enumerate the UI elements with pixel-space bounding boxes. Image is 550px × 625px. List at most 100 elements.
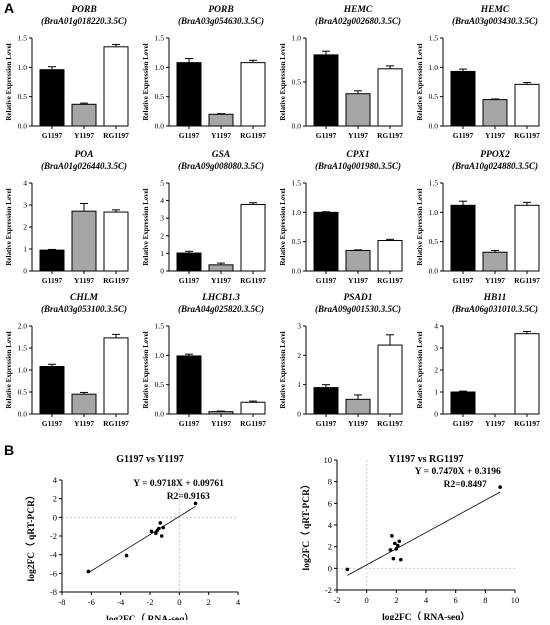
- x-tick-label: -2: [333, 595, 340, 605]
- y-tick-label: 1.0: [18, 63, 28, 72]
- bar-chart-title: PPOX2: [480, 150, 510, 160]
- y-tick-label: 0.5: [155, 92, 165, 101]
- y-tick-label: 0: [328, 563, 332, 573]
- x-tick-label: Y1197: [74, 131, 94, 140]
- bar-y1197: [71, 210, 97, 272]
- y-tick-label: 0.0: [292, 122, 302, 131]
- bar-y1197: [345, 93, 371, 127]
- y-tick-label: 0.5: [18, 92, 28, 101]
- x-tick-label: RG1197: [377, 419, 403, 428]
- x-tick-label: 10: [511, 595, 520, 605]
- bar-chart-subtitle: (BraA01g026440.3.5C): [41, 161, 127, 171]
- y-tick-label: 2: [328, 542, 332, 552]
- bar-g1197: [313, 54, 339, 127]
- bar-chart-subtitle: (BraA03g053100.3.5C): [41, 304, 127, 314]
- bar-y1197: [71, 393, 97, 415]
- y-tick-label: 0.5: [292, 237, 302, 246]
- y-tick-label: 0.0: [429, 267, 439, 276]
- bar-chart-subtitle: (BraA09g001530.3.5C): [315, 304, 401, 314]
- bar-g1197: [450, 204, 476, 272]
- y-axis-label: Relative Expression Level: [142, 331, 150, 408]
- y-tick-label: 8: [328, 477, 332, 487]
- bar-chart-10: LHCB1.3(BraA04g025820.3.5C) 0.0 0.5 1.0 1.5 R…: [142, 293, 266, 428]
- x-tick-label: G1197: [179, 276, 200, 285]
- x-tick-label: RG1197: [240, 131, 266, 140]
- x-tick-label: Y1197: [211, 276, 231, 285]
- y-tick-label: 3: [160, 214, 164, 223]
- x-tick-label: Y1197: [74, 419, 94, 428]
- y-axis-label: Relative Expression Level: [416, 331, 424, 408]
- bar-chart-title: CHLM: [70, 293, 99, 303]
- y-tick-label: -6: [50, 568, 57, 578]
- bar-g1197: [39, 69, 65, 127]
- y-tick-label: 0.5: [429, 92, 439, 101]
- bar-rg1197: [240, 62, 266, 127]
- x-tick-label: Y1197: [485, 276, 505, 285]
- x-tick-label: Y1197: [348, 131, 368, 140]
- y-tick-label: 0.0: [155, 122, 165, 131]
- bar-chart-subtitle: (BraA02g002680.3.5C): [315, 16, 401, 26]
- x-tick-label: RG1197: [514, 131, 540, 140]
- y-tick-label: 1.5: [18, 34, 28, 43]
- bar-chart-9: CHLM(BraA03g053100.3.5C) 0.0 0.5 1.0 1.5 2.0 R…: [5, 293, 129, 428]
- y-axis-label: Relative Expression Level: [279, 331, 287, 408]
- y-tick-label: 3: [297, 322, 301, 331]
- bar-y1197: [345, 398, 371, 415]
- y-tick-label: 1: [434, 388, 438, 397]
- x-tick-label: RG1197: [514, 419, 540, 428]
- bar-chart-subtitle: (BraA09g008080.3.5C): [178, 161, 264, 171]
- y-tick-label: 4: [53, 475, 58, 485]
- bar-rg1197: [103, 46, 129, 127]
- y-axis-label: Relative Expression Level: [416, 188, 424, 265]
- scatter-title: G1197 vs Y1197: [116, 454, 183, 465]
- bar-chart-subtitle: (BraA04g025820.3.5C): [178, 304, 264, 314]
- regression-equation: Y = 0.7470X + 0.3196: [415, 467, 501, 477]
- bar-chart-subtitle: (BraA06g031010.3.5C): [452, 304, 538, 314]
- y-tick-label: 0: [53, 512, 57, 522]
- data-point: [149, 529, 154, 534]
- y-axis-label: Relative Expression Level: [5, 188, 13, 265]
- y-tick-label: 1: [23, 245, 27, 254]
- x-tick-label: Y1197: [485, 131, 505, 140]
- y-tick-label: 5: [160, 179, 164, 188]
- bar-y1197: [208, 411, 234, 415]
- y-tick-label: 10: [324, 455, 333, 465]
- data-point: [396, 543, 400, 548]
- y-tick-label: 3: [434, 344, 438, 353]
- data-point: [124, 553, 129, 558]
- x-tick-label: Y1197: [211, 131, 231, 140]
- y-tick-label: 4: [23, 179, 27, 188]
- y-tick-label: 1.5: [429, 34, 439, 43]
- data-point: [393, 541, 397, 546]
- x-tick-label: -4: [117, 597, 125, 607]
- y-tick-label: 4: [328, 520, 333, 530]
- x-tick-label: Y1197: [74, 276, 94, 285]
- bar-g1197: [39, 365, 65, 415]
- r-squared-label: R2=0.9163: [167, 492, 210, 502]
- y-tick-label: 3: [23, 201, 27, 210]
- y-tick-label: 2: [160, 231, 164, 240]
- y-tick-label: -2: [50, 531, 57, 541]
- bar-chart-7: CPX1(BraA10g001980.3.5C) 0.0 0.5 1.0 1.5 Rela…: [279, 150, 403, 285]
- bar-rg1197: [240, 203, 266, 272]
- y-tick-label: -2: [325, 585, 332, 595]
- y-tick-label: 0.0: [292, 267, 302, 276]
- x-axis-label: log2FC（ RNA-seq）: [106, 613, 194, 620]
- bar-chart-title: CPX1: [346, 150, 369, 160]
- data-point: [397, 539, 402, 544]
- x-tick-label: 4: [424, 595, 429, 605]
- bar-chart-title: HB11: [483, 293, 507, 303]
- y-tick-label: 0: [297, 410, 301, 419]
- data-point: [394, 547, 399, 551]
- y-tick-label: -4: [50, 550, 58, 560]
- bar-chart-subtitle: (BraA01g018220.3.5C): [41, 16, 127, 26]
- bar-rg1197: [514, 83, 540, 127]
- bar-g1197: [450, 391, 476, 415]
- x-tick-label: RG1197: [103, 276, 129, 285]
- y-tick-label: 1: [160, 249, 164, 258]
- bar-g1197: [176, 355, 202, 415]
- y-axis-label: Relative Expression Level: [279, 188, 287, 265]
- x-tick-label: RG1197: [377, 276, 403, 285]
- bar-g1197: [313, 211, 339, 272]
